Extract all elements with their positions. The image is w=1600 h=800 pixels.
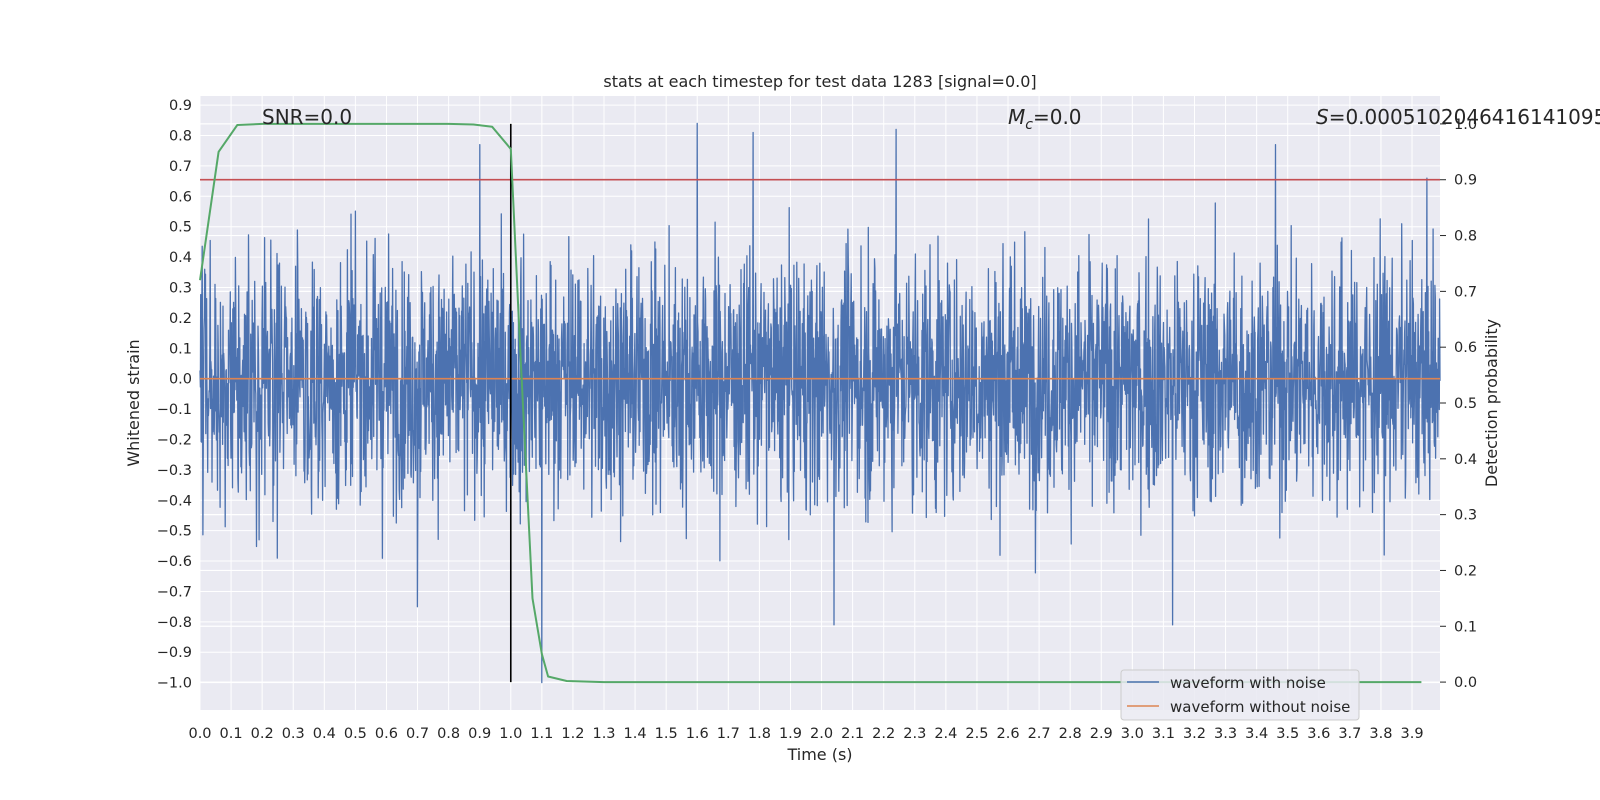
x-tick-label: 3.2 [1183,726,1206,742]
x-tick-label: 2.8 [1059,726,1082,742]
x-tick-label: 3.1 [1152,726,1175,742]
x-tick-label: 1.5 [655,726,678,742]
x-tick-label: 2.6 [996,726,1019,742]
snr-annotation: SNR=0.0 [262,105,352,129]
y-tick-label: −0.5 [157,524,192,540]
y-tick-label: 0.1 [169,341,192,357]
x-tick-label: 1.8 [748,726,771,742]
x-tick-label: 1.4 [624,726,647,742]
x-tick-label: 0.8 [437,726,460,742]
y-tick-label: −0.3 [157,463,192,479]
x-tick-label: 0.9 [468,726,491,742]
y-tick-label: −0.1 [157,402,192,418]
x-tick-label: 3.7 [1338,726,1361,742]
y-tick-label: −0.6 [157,554,192,570]
s-value: =0.0005102046416141095 [1329,105,1600,129]
x-tick-label: 0.2 [251,726,274,742]
x-tick-label: 1.3 [592,726,615,742]
x-tick-label: 2.0 [810,726,833,742]
x-tick-label: 0.1 [220,726,243,742]
x-tick-label: 3.3 [1214,726,1237,742]
mc-value: =0.0 [1033,105,1082,129]
x-tick-label: 2.2 [872,726,895,742]
s-annotation: S=0.0005102046416141095 [1316,105,1600,129]
x-tick-label: 2.7 [1028,726,1051,742]
x-tick-label: 0.7 [406,726,429,742]
y-tick-label: −0.4 [157,493,192,509]
x-tick-label: 3.5 [1276,726,1299,742]
x-tick-label: 1.2 [561,726,584,742]
x-tick-label: 1.7 [717,726,740,742]
legend-label-noise: waveform with noise [1170,674,1326,692]
legend-label-clean: waveform without noise [1170,698,1350,716]
x-tick-label: 2.9 [1090,726,1113,742]
series-lines [199,122,1440,684]
y-tick-label: 0.9 [169,98,192,114]
x-tick-label: 0.0 [188,726,211,742]
y2-tick-label: 0.5 [1454,396,1477,412]
y-tick-label: −0.9 [157,645,192,661]
y-axis-label: Whitened strain [124,339,143,466]
mc-subscript: c [1025,117,1033,133]
y2-tick-label: 0.4 [1454,452,1477,468]
x-tick-label: 1.6 [686,726,709,742]
x-tick-label: 2.4 [934,726,957,742]
y-tick-label: 0.2 [169,311,192,327]
x-tick-label: 0.3 [282,726,305,742]
y2-tick-label: 0.3 [1454,508,1477,524]
y2-tick-label: 0.0 [1454,675,1477,691]
x-axis-label: Time (s) [786,745,852,764]
y-tick-label: 0.3 [169,280,192,296]
detection-probability-line [199,122,1422,684]
x-tick-label: 1.1 [530,726,553,742]
y2-tick-label: 0.9 [1454,173,1477,189]
legend-box [1120,669,1360,721]
y-tick-label: −0.8 [157,615,192,631]
y-tick-label: −0.2 [157,432,192,448]
y-tick-label: 0.8 [169,129,192,145]
y2-tick-label: 0.2 [1454,563,1477,579]
x-tick-label: 2.1 [841,726,864,742]
y2-tick-label: 0.7 [1454,284,1477,300]
y2-axis-label: Detection probability [1482,319,1501,487]
x-tick-label: 1.0 [499,726,522,742]
y-tick-label: 0.4 [169,250,192,266]
x-tick-label: 0.6 [375,726,398,742]
y-tick-label: 0.5 [169,220,192,236]
y2-tick-label: 0.6 [1454,340,1477,356]
x-tick-label: 3.9 [1400,726,1423,742]
y2-tick-label: 0.1 [1454,619,1477,635]
y-tick-label: 0.0 [169,372,192,388]
chart-title: stats at each timestep for test data 128… [603,72,1036,91]
y2-tick-label: 0.8 [1454,229,1477,245]
x-tick-label: 3.6 [1307,726,1330,742]
x-tick-label: 3.8 [1369,726,1392,742]
y2-tick-label: 1.0 [1454,117,1477,133]
mc-annotation: Mc=0.0 [1008,105,1082,133]
y-tick-label: 0.7 [169,159,192,175]
s-symbol: S [1316,105,1329,129]
y-tick-label: −0.7 [157,584,192,600]
mc-symbol: M [1008,105,1025,129]
x-tick-label: 3.0 [1121,726,1144,742]
x-tick-label: 3.4 [1245,726,1268,742]
noise-trace [199,122,1441,684]
legend: waveform with noise waveform without noi… [1120,669,1360,721]
x-tick-label: 2.5 [965,726,988,742]
x-tick-label: 0.4 [313,726,336,742]
x-tick-label: 0.5 [344,726,367,742]
x-tick-label: 1.9 [779,726,802,742]
y-tick-label: 0.6 [169,189,192,205]
tick-labels: 0.0 0.1 0.2 0.3 0.4 0.5 0.6 0.7 0.8 0.9 1.0 1.1 1.2 1… [157,98,1477,742]
series-waveform-with-noise [199,122,1441,684]
x-tick-label: 2.3 [903,726,926,742]
y-tick-label: −1.0 [157,676,192,692]
